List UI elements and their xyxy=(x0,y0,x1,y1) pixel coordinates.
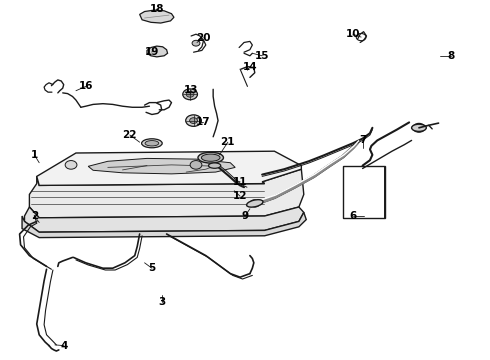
Text: 10: 10 xyxy=(345,29,360,39)
Text: 18: 18 xyxy=(149,4,164,14)
Text: 8: 8 xyxy=(447,51,454,61)
Circle shape xyxy=(186,115,201,126)
Text: 20: 20 xyxy=(196,33,211,43)
Text: 11: 11 xyxy=(233,177,247,187)
Ellipse shape xyxy=(412,124,426,131)
Circle shape xyxy=(190,161,202,169)
Text: 12: 12 xyxy=(233,191,247,201)
Text: 16: 16 xyxy=(78,81,93,91)
Text: 19: 19 xyxy=(145,47,159,57)
Polygon shape xyxy=(140,10,174,23)
Bar xyxy=(343,166,385,218)
Polygon shape xyxy=(88,158,235,174)
Ellipse shape xyxy=(145,141,159,146)
Circle shape xyxy=(250,200,260,207)
Circle shape xyxy=(192,40,200,46)
Ellipse shape xyxy=(198,152,223,163)
Text: 3: 3 xyxy=(158,297,165,307)
Ellipse shape xyxy=(209,163,221,168)
Ellipse shape xyxy=(246,200,263,207)
Text: 13: 13 xyxy=(184,85,198,95)
Circle shape xyxy=(183,89,197,100)
Polygon shape xyxy=(22,212,306,238)
Text: 15: 15 xyxy=(255,51,270,61)
Text: 14: 14 xyxy=(243,62,257,72)
Text: 5: 5 xyxy=(148,263,155,273)
Polygon shape xyxy=(37,151,301,185)
Polygon shape xyxy=(147,46,168,57)
Text: 7: 7 xyxy=(359,135,367,145)
Text: 4: 4 xyxy=(60,341,68,351)
Ellipse shape xyxy=(201,154,220,161)
Polygon shape xyxy=(29,169,304,218)
Circle shape xyxy=(65,161,77,169)
Circle shape xyxy=(190,118,197,123)
Text: 6: 6 xyxy=(349,211,356,221)
Ellipse shape xyxy=(142,139,162,148)
Text: 9: 9 xyxy=(242,211,248,221)
Text: 1: 1 xyxy=(31,150,38,160)
Text: 22: 22 xyxy=(122,130,137,140)
Text: 21: 21 xyxy=(220,137,235,147)
Text: 17: 17 xyxy=(196,117,211,127)
Circle shape xyxy=(153,49,161,54)
Text: 2: 2 xyxy=(31,211,38,221)
Circle shape xyxy=(186,91,194,97)
Polygon shape xyxy=(24,207,304,232)
